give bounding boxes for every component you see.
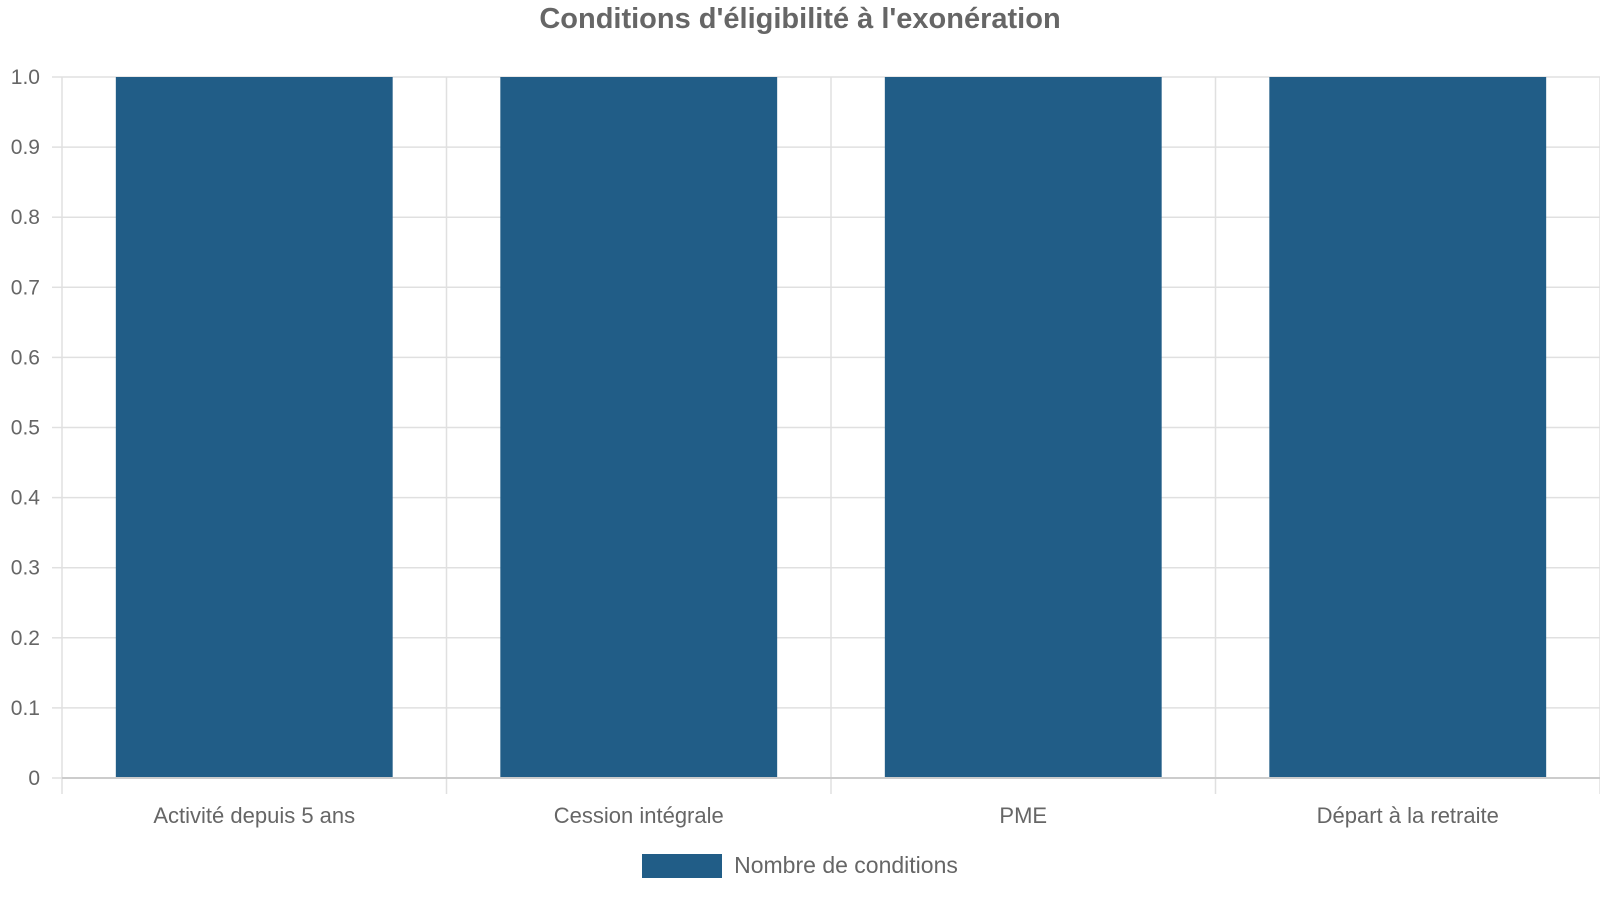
y-tick-label: 0 [28,767,40,790]
x-tick-label: Activité depuis 5 ans [153,803,355,828]
y-tick-label: 0.6 [11,346,40,369]
legend-swatch [642,853,723,878]
y-tick-label: 0.4 [11,487,41,510]
legend: Nombre de conditions [0,852,1600,879]
y-tick-label: 0.3 [11,557,40,580]
y-tick-label: 0.7 [11,276,40,299]
x-tick-label: Cession intégrale [554,803,724,828]
y-tick-label: 0.1 [11,697,40,720]
y-tick-label: 0.5 [11,417,40,440]
y-tick-label: 0.9 [11,136,40,159]
bar [884,77,1162,778]
legend-label: Nombre de conditions [734,852,958,878]
bar [115,77,393,778]
y-tick-label: 0.2 [11,627,40,650]
y-tick-label: 0.8 [11,206,40,229]
x-tick-label: PME [999,803,1047,828]
bar [500,77,778,778]
x-tick-label: Départ à la retraite [1317,803,1499,828]
bar [1269,77,1547,778]
y-tick-label: 1.0 [11,66,40,89]
chart-title: Conditions d'éligibilité à l'exonération [539,3,1061,35]
